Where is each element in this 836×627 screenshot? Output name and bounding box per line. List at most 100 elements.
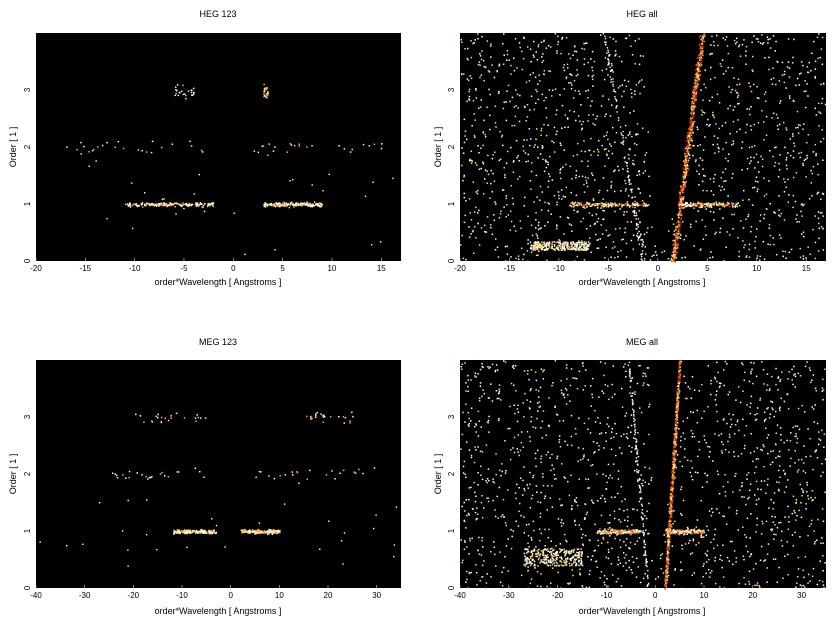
data-point — [686, 172, 688, 174]
data-point — [565, 244, 567, 246]
data-point — [537, 410, 539, 412]
data-point — [530, 578, 533, 580]
data-point — [788, 521, 790, 523]
data-point — [734, 89, 737, 92]
data-point — [699, 65, 702, 67]
data-point — [743, 534, 746, 536]
data-point — [748, 243, 751, 246]
data-point — [491, 363, 494, 366]
data-point — [650, 477, 653, 479]
data-point — [719, 63, 722, 65]
data-point — [805, 257, 807, 259]
data-point — [619, 546, 622, 548]
data-point — [467, 47, 469, 50]
data-point — [637, 235, 639, 238]
data-point — [556, 225, 558, 228]
data-point — [167, 476, 170, 478]
data-point — [695, 91, 697, 93]
data-point — [680, 187, 683, 190]
data-point — [617, 556, 619, 559]
data-point — [156, 203, 159, 206]
data-point — [756, 257, 758, 259]
data-point — [673, 256, 676, 258]
data-point — [691, 130, 693, 132]
data-point — [804, 80, 806, 82]
data-point — [820, 475, 822, 477]
data-point — [641, 127, 644, 129]
data-point — [129, 206, 132, 208]
data-point — [565, 367, 568, 369]
data-point — [790, 457, 792, 460]
data-point — [778, 450, 781, 453]
data-point — [537, 83, 539, 85]
data-point — [810, 169, 812, 172]
data-point — [530, 251, 533, 253]
data-point — [691, 113, 694, 116]
data-point — [690, 127, 692, 130]
data-point — [682, 167, 684, 169]
data-point — [562, 244, 564, 246]
data-point — [581, 362, 584, 365]
data-point — [529, 389, 532, 392]
data-point — [741, 147, 743, 149]
data-point — [606, 47, 609, 49]
data-point — [306, 203, 308, 205]
data-point — [693, 98, 696, 100]
data-point — [538, 401, 540, 403]
data-point — [475, 431, 477, 433]
y-axis-label: Order [ 1 ] — [8, 454, 18, 495]
data-point — [637, 566, 639, 568]
data-point — [806, 491, 808, 493]
data-point — [673, 254, 675, 257]
data-point — [780, 237, 782, 239]
data-point — [567, 582, 569, 585]
data-point — [602, 206, 605, 209]
data-point — [756, 190, 758, 193]
data-point — [571, 205, 573, 208]
data-point — [481, 576, 484, 578]
data-point — [738, 204, 741, 207]
data-point — [250, 530, 253, 532]
data-point — [801, 458, 803, 461]
data-point — [724, 168, 727, 170]
data-point — [559, 247, 562, 249]
data-point — [570, 435, 573, 438]
data-point — [638, 500, 641, 503]
data-point — [175, 530, 178, 533]
data-point — [809, 369, 811, 372]
data-point — [716, 508, 718, 510]
data-point — [492, 481, 494, 483]
data-point — [606, 154, 608, 157]
data-point — [577, 460, 579, 462]
data-point — [518, 487, 520, 489]
data-point — [601, 69, 603, 72]
data-point — [701, 536, 703, 538]
data-point — [522, 57, 525, 60]
data-point — [570, 368, 573, 370]
data-point — [624, 498, 626, 500]
data-point — [789, 440, 792, 442]
data-point — [820, 542, 822, 545]
data-point — [770, 78, 772, 81]
data-point — [588, 573, 591, 576]
data-point — [628, 148, 631, 150]
data-point — [722, 202, 725, 205]
data-point — [748, 108, 751, 110]
data-point — [466, 78, 469, 80]
data-point — [305, 202, 307, 205]
data-point — [498, 159, 501, 162]
data-point — [772, 155, 774, 158]
data-point — [270, 204, 272, 206]
data-point — [703, 174, 705, 177]
data-point — [750, 553, 753, 555]
data-point — [801, 61, 803, 63]
data-point — [605, 556, 608, 559]
data-point — [580, 220, 582, 223]
data-point — [681, 548, 684, 550]
data-point — [796, 514, 798, 517]
data-point — [624, 363, 626, 365]
data-point — [700, 57, 703, 60]
data-point — [784, 516, 786, 518]
data-point — [766, 389, 768, 391]
data-point — [814, 451, 816, 453]
